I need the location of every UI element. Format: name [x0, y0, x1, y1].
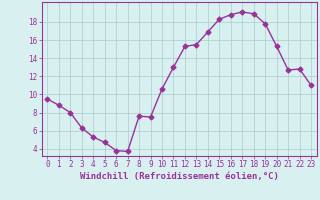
X-axis label: Windchill (Refroidissement éolien,°C): Windchill (Refroidissement éolien,°C): [80, 172, 279, 181]
